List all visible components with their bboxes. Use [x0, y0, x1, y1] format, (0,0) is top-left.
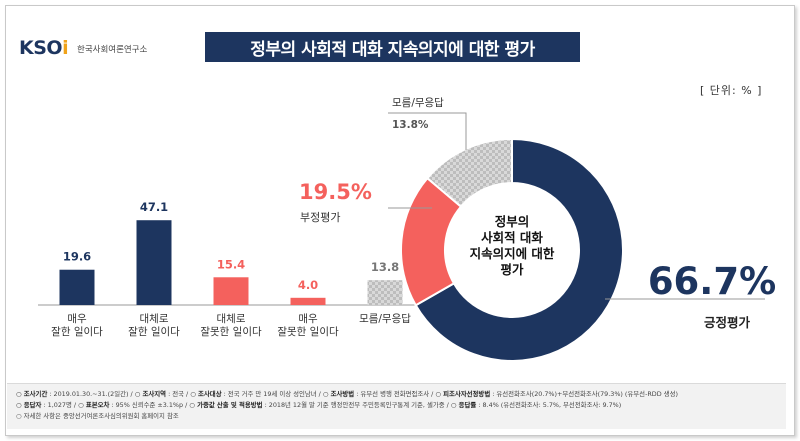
logo-subtitle: 한국사회여론연구소 — [77, 45, 148, 55]
leader-line-unknown — [388, 112, 467, 150]
bar-2 — [136, 220, 172, 305]
bar-value-label: 13.8 — [371, 260, 399, 274]
donut-slice-1 — [414, 137, 624, 362]
bar-5 — [367, 280, 403, 305]
bar-1 — [59, 269, 95, 305]
footnote-line-1: ○ 조사기간 : 2019.01.30.~31.(2일간) / ○ 조사지역 :… — [16, 389, 778, 400]
donut-chart: 정부의 사회적 대화 지속의지에 대한 평가 66.7%긍정평가19.5%부정평가모름/… — [299, 97, 776, 362]
footnote-line-3: ○ 자세한 사항은 중앙선거여론조사심의위원회 홈페이지 참조 — [16, 412, 179, 420]
footnote-item: ○ 조사기간 : 2019.01.30.~31.(2일간) / — [16, 390, 135, 398]
footnote-item: ○ 가중값 산출 및 적용방법 : 2018년 12월 말 기준 행정안전부 주… — [189, 401, 451, 409]
survey-footnote: ○ 조사기간 : 2019.01.30.~31.(2일간) / ○ 조사지역 :… — [7, 383, 786, 429]
bar-category-label: 매우 잘한 일이다 — [51, 313, 103, 338]
bar-category-label: 매우 잘못한 일이다 — [277, 313, 339, 338]
unit-label: [ 단위: % ] — [700, 84, 763, 97]
donut-center-label: 정부의 사회적 대화 지속의지에 대한 평가 — [470, 214, 555, 277]
bar-category-label: 모름/무응답 — [359, 313, 411, 325]
footnote-item: ○ 표본오차 : 95% 신뢰수준 ±3.1%p / — [78, 401, 190, 409]
footnote-item: ○ 조사방법 : 유무선 병행 전화면접조사 / — [322, 390, 436, 398]
bar-4 — [290, 297, 326, 305]
footnote-item: ○ 조사대상 : 전국 거주 만 19세 이상 성인남녀 / — [190, 390, 323, 398]
slice-value-unknown: 13.8% — [392, 119, 429, 131]
donut-slice-3 — [425, 137, 513, 209]
bar-value-label: 15.4 — [217, 257, 245, 271]
bar-value-label: 19.6 — [63, 250, 91, 264]
ksoi-logo: KSOi 한국사회여론연구소 — [19, 37, 147, 59]
bar-category-label: 대체로 잘한 일이다 — [128, 313, 180, 338]
page-title: 정부의 사회적 대화 지속의지에 대한 평가 — [205, 32, 580, 62]
bar-value-label: 47.1 — [140, 200, 168, 214]
footnote-item: ○ 응답자 : 1,027명 / — [16, 401, 79, 409]
footnote-item: ○ 피조사자선정방법 : 유선전화조사(20.7%)+무선전화조사(79.3%)… — [435, 390, 678, 398]
footnote-item: ○ 응답률 : 8.4% (유선전화조사: 5.7%, 무선전화조사: 9.7%… — [450, 401, 622, 409]
logo-mark: KSOi — [19, 37, 69, 59]
footnote-item: ○ 조사지역 : 전국 / — [134, 390, 191, 398]
slice-value-positive: 66.7% — [648, 260, 776, 303]
bar-category-label: 대체로 잘못한 일이다 — [200, 313, 262, 338]
slice-label-negative: 부정평가 — [300, 211, 340, 224]
bar-value-label: 4.0 — [298, 278, 318, 292]
footnote-line-2: ○ 응답자 : 1,027명 / ○ 표본오차 : 95% 신뢰수준 ±3.1%… — [16, 400, 778, 411]
bar-3 — [213, 277, 249, 305]
slice-label-positive: 긍정평가 — [704, 315, 751, 330]
slice-value-negative: 19.5% — [299, 180, 372, 204]
slice-label-unknown: 모름/무응답 — [392, 97, 444, 109]
bar-chart: 19.6 매우 잘한 일이다 47.1 대체로 잘한 일이다 15.4 대체로 잘못한 일이다 4… — [38, 200, 425, 338]
